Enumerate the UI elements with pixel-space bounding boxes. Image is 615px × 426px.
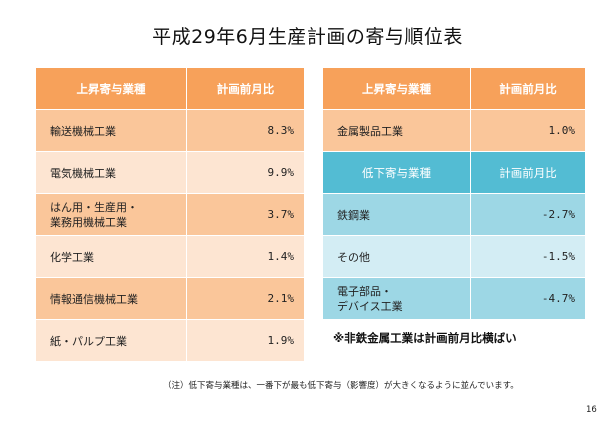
ratio-value: -4.7% — [541, 292, 575, 305]
industry-name-line1: はん用・生産用・ — [50, 200, 138, 214]
industry-name: 輸送機械工業 — [36, 110, 187, 151]
left-ranking-table: 上昇寄与業種 計画前月比 輸送機械工業 8.3% 電気機械工業 9.9% はん用… — [36, 68, 304, 362]
ratio-value: 1.9% — [267, 334, 295, 347]
table-row: 化学工業 1.4% — [36, 236, 304, 278]
right-down-header-industry: 低下寄与業種 — [323, 152, 471, 193]
industry-name: 電気機械工業 — [36, 152, 187, 193]
ratio-value: 1.4% — [267, 250, 295, 263]
page-number: 16 — [586, 405, 597, 415]
ratio-value: 3.7% — [267, 208, 295, 221]
ratio-value: 1.0% — [548, 124, 576, 137]
ratio-value: -2.7% — [541, 208, 575, 221]
right-ranking-table: 上昇寄与業種 計画前月比 金属製品工業 1.0% 低下寄与業種 計画前月比 鉄鋼… — [323, 68, 585, 320]
industry-name: 化学工業 — [36, 236, 187, 277]
table-row: 情報通信機械工業 2.1% — [36, 278, 304, 320]
ratio-value: 2.1% — [267, 292, 295, 305]
table-row: 電子部品・ デバイス工業 -4.7% — [323, 278, 585, 320]
industry-name: 紙・パルプ工業 — [36, 320, 187, 361]
industry-name: 鉄鋼業 — [323, 194, 471, 235]
left-table-header: 上昇寄与業種 計画前月比 — [36, 68, 304, 110]
table-row: 輸送機械工業 8.3% — [36, 110, 304, 152]
left-header-industry: 上昇寄与業種 — [36, 68, 187, 109]
industry-name: 情報通信機械工業 — [36, 278, 187, 319]
table-row: 電気機械工業 9.9% — [36, 152, 304, 194]
footnote: （注）低下寄与業種は、一番下が最も低下寄与（影響度）が大きくなるように並んでいま… — [163, 381, 519, 391]
right-down-header-ratio: 計画前月比 — [499, 165, 557, 180]
page-title: 平成29年6月生産計画の寄与順位表 — [152, 26, 463, 48]
industry-name: はん用・生産用・ 業務用機械工業 — [36, 194, 187, 235]
left-header-ratio: 計画前月比 — [216, 81, 275, 96]
industry-name-line2: 業務用機械工業 — [50, 215, 127, 229]
table-row: 紙・パルプ工業 1.9% — [36, 320, 304, 362]
table-row: はん用・生産用・ 業務用機械工業 3.7% — [36, 194, 304, 236]
ratio-value: 9.9% — [267, 166, 295, 179]
table-row: 鉄鋼業 -2.7% — [323, 194, 585, 236]
industry-name-line2: デバイス工業 — [337, 299, 403, 313]
flat-note: ※非鉄金属工業は計画前月比横ばい — [333, 331, 517, 345]
table-row: 金属製品工業 1.0% — [323, 110, 585, 152]
right-up-header-ratio: 計画前月比 — [499, 81, 557, 96]
right-down-header: 低下寄与業種 計画前月比 — [323, 152, 585, 194]
industry-name: その他 — [323, 236, 471, 277]
table-row: その他 -1.5% — [323, 236, 585, 278]
industry-name-line1: 電子部品・ — [337, 284, 392, 298]
right-up-header-industry: 上昇寄与業種 — [323, 68, 471, 109]
ratio-value: -1.5% — [541, 250, 575, 263]
right-up-header: 上昇寄与業種 計画前月比 — [323, 68, 585, 110]
industry-name: 金属製品工業 — [323, 110, 471, 151]
industry-name: 電子部品・ デバイス工業 — [323, 278, 471, 319]
ratio-value: 8.3% — [267, 124, 295, 137]
